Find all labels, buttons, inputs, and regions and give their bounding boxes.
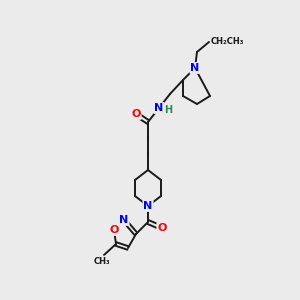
Text: N: N: [143, 201, 153, 211]
Text: N: N: [119, 215, 129, 225]
Text: N: N: [190, 63, 200, 73]
Text: O: O: [109, 225, 119, 235]
Text: CH₃: CH₃: [94, 256, 110, 266]
Text: O: O: [157, 223, 167, 233]
Text: CH₂CH₃: CH₂CH₃: [211, 37, 244, 46]
Text: O: O: [131, 109, 141, 119]
Text: H: H: [164, 105, 172, 115]
Text: N: N: [154, 103, 164, 113]
